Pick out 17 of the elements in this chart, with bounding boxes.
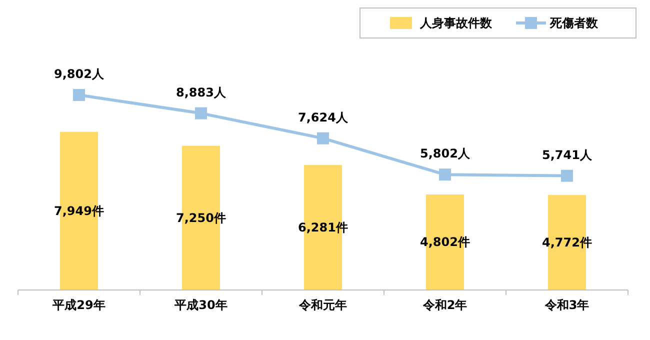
point (561, 170, 573, 182)
x-tick-label: 平成30年 (174, 298, 228, 312)
point (195, 107, 207, 120)
data-label: 7,624人 (298, 110, 349, 124)
x-tick-label: 令和3年 (544, 298, 590, 312)
data-label: 5,802人 (420, 146, 471, 161)
point (439, 168, 451, 181)
point (317, 132, 329, 144)
x-tick-label: 令和2年 (422, 298, 468, 312)
data-label: 9,802人 (54, 67, 105, 81)
x-tick-label: 平成29年 (52, 298, 106, 312)
data-label: 8,883人 (176, 85, 227, 100)
x-tick-label: 令和元年 (298, 298, 347, 312)
data-label: 5,741人 (542, 148, 593, 162)
legend-label: 死傷者数 (549, 16, 599, 30)
legend-label: 人身事故件数 (419, 16, 493, 30)
point (73, 89, 85, 101)
